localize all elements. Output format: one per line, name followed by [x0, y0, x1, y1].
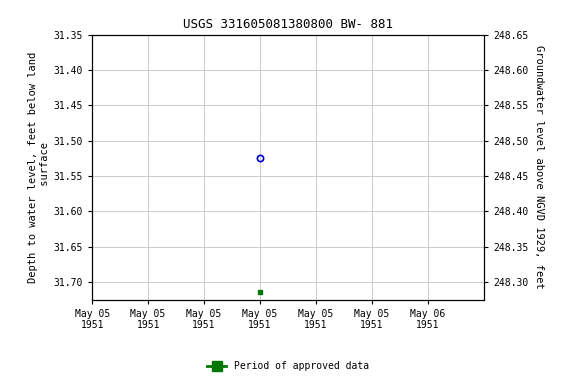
Y-axis label: Groundwater level above NGVD 1929, feet: Groundwater level above NGVD 1929, feet	[534, 45, 544, 289]
Y-axis label: Depth to water level, feet below land
 surface: Depth to water level, feet below land su…	[28, 51, 50, 283]
Legend: Period of approved data: Period of approved data	[203, 358, 373, 375]
Title: USGS 331605081380800 BW- 881: USGS 331605081380800 BW- 881	[183, 18, 393, 31]
